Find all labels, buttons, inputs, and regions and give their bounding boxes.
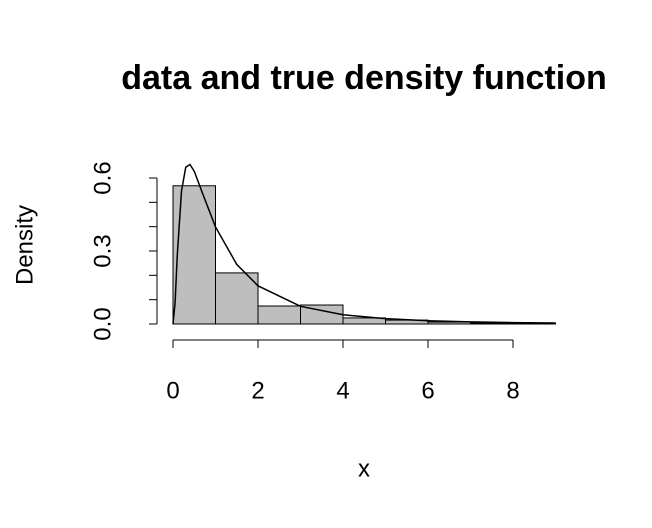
- bar: [257, 305, 301, 325]
- x-tick-label: 2: [251, 377, 264, 404]
- x-tick-label: 6: [421, 377, 434, 404]
- y-tick-label: 0.0: [89, 307, 116, 340]
- bar: [215, 272, 259, 325]
- density-curve: [172, 163, 556, 325]
- x-tick-label: 4: [336, 377, 349, 404]
- y-axis-label: Density: [11, 205, 38, 285]
- x-tick-label: 0: [166, 377, 179, 404]
- x-tick-label: 8: [506, 377, 519, 404]
- bar: [172, 185, 216, 325]
- y-tick-label: 0.3: [89, 234, 116, 267]
- chart-title: data and true density function: [121, 59, 606, 97]
- x-axis-label: x: [358, 455, 370, 482]
- y-tick-label: 0.6: [89, 161, 116, 194]
